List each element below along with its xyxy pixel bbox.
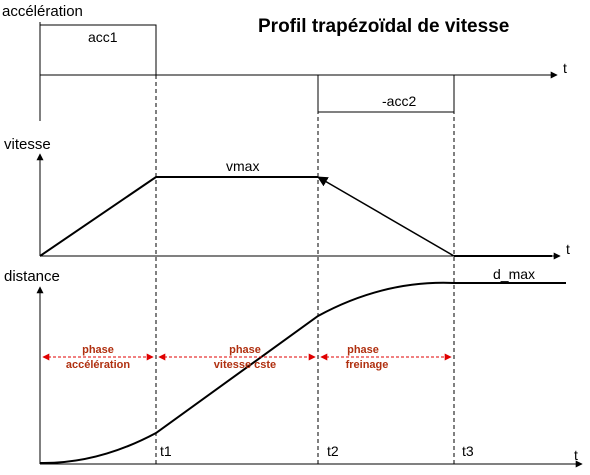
phase-constant-speed-title: phase	[229, 344, 261, 356]
distance-t-label: t	[574, 447, 578, 463]
acc2-pulse	[317, 75, 455, 113]
acc1-pulse	[39, 24, 157, 75]
dmax-label: d_max	[493, 266, 535, 282]
t3-label: t3	[462, 443, 474, 459]
phase-braking-title: phase	[347, 344, 379, 356]
velocity-ramp-up	[39, 176, 318, 257]
t2-label: t2	[327, 443, 339, 459]
phase-acceleration-subtitle: accélération	[66, 359, 130, 371]
t1-label: t1	[160, 443, 172, 459]
vitesse-axis-label: vitesse	[4, 136, 51, 153]
acc1-label: acc1	[88, 29, 118, 45]
acc2-label: -acc2	[382, 93, 416, 109]
vitesse-t-label: t	[566, 241, 570, 257]
velocity-ramp-down	[317, 176, 455, 257]
acceleration-axis-label: accélération	[2, 3, 83, 20]
vmax-label: vmax	[226, 158, 259, 174]
distance-axis-label: distance	[4, 268, 60, 285]
acceleration-t-label: t	[563, 60, 567, 76]
phase-acceleration-title: phase	[82, 344, 114, 356]
distance-curve	[39, 281, 566, 465]
phase-constant-speed-subtitle: vitesse cste	[214, 359, 276, 371]
diagram-title: Profil trapézoïdal de vitesse	[258, 16, 509, 37]
phase-braking-subtitle: freinage	[346, 359, 389, 371]
